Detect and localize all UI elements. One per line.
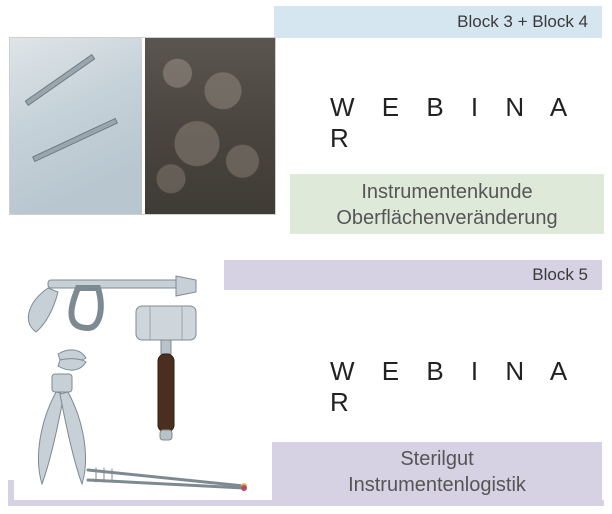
bottom-block-label: Block 5 (224, 260, 602, 290)
forceps-icon (88, 468, 247, 491)
top-subtitle-band: Instrumentenkunde Oberflächenveränderung (290, 174, 604, 234)
bottom-block-label-text: Block 5 (532, 265, 588, 284)
top-webinar-title: W E B I N A R (330, 92, 590, 154)
bottom-webinar-title: W E B I N A R (330, 356, 590, 418)
bottom-subtitle-line1: Sterilgut (272, 446, 602, 472)
mallet-icon (136, 306, 196, 440)
instruments-photo (10, 38, 142, 214)
top-subtitle-line1: Instrumentenkunde (290, 179, 604, 205)
bottom-subtitle-band: Sterilgut Instrumentenlogistik (272, 442, 602, 500)
surface-photo (145, 38, 275, 214)
bone-cutter-icon (38, 350, 86, 484)
bottom-frame-bar (8, 500, 604, 506)
top-block-label-text: Block 3 + Block 4 (457, 12, 588, 31)
top-block-label: Block 3 + Block 4 (274, 6, 602, 38)
infographic-canvas: Block 3 + Block 4 W E B I N A R Instrume… (0, 0, 612, 514)
bottom-subtitle-line2: Instrumentenlogistik (272, 472, 602, 498)
bottom-instruments-illustration (8, 262, 260, 506)
top-image-row (10, 38, 275, 214)
top-subtitle-line2: Oberflächenveränderung (290, 205, 604, 231)
